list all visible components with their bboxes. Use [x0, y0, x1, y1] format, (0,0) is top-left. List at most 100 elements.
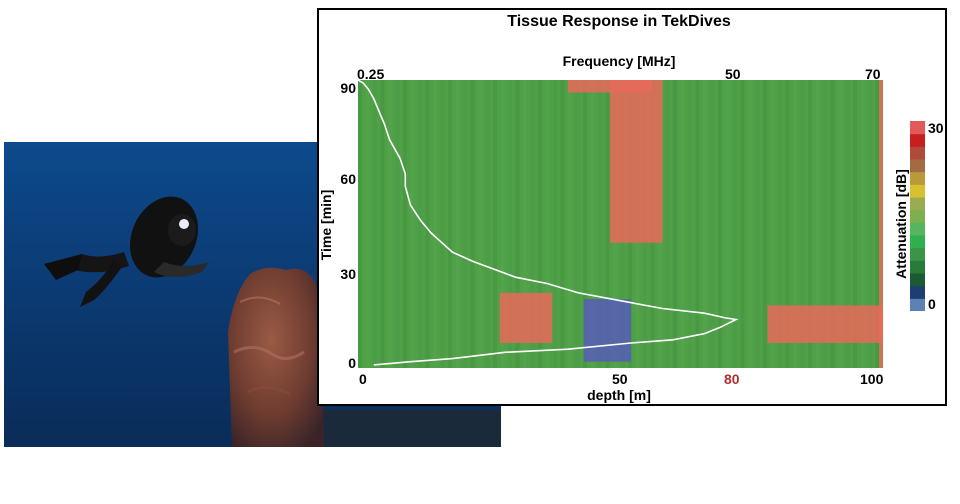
colorbar-segment — [910, 133, 925, 147]
left-tick-label: 90 — [340, 80, 356, 96]
bottom-axis-label: depth [m] — [587, 387, 651, 403]
heatmap-streak — [785, 80, 790, 368]
heatmap-streak — [583, 80, 587, 368]
heatmap-streak — [545, 80, 550, 368]
heatmap-streak — [598, 80, 602, 368]
heatmap-streak — [875, 80, 880, 368]
heatmap-streak — [755, 80, 760, 368]
colorbar-segment — [910, 171, 925, 185]
heatmap-streak — [763, 80, 767, 368]
heatmap-streak — [395, 80, 400, 368]
heatmap-streak — [725, 80, 730, 368]
heatmap-streak — [740, 80, 745, 368]
heatmap-streak — [605, 80, 610, 368]
heatmap-hot-region — [610, 80, 663, 243]
heatmap-streak — [553, 80, 557, 368]
colorbar-segment — [910, 184, 925, 198]
colorbar-segment — [910, 146, 925, 160]
heatmap-streak — [425, 80, 430, 368]
chart-panel: Tissue Response in TekDives Frequency [M… — [317, 8, 947, 406]
heatmap-streak — [493, 80, 497, 368]
heatmap-streak — [748, 80, 752, 368]
heatmap-streak — [575, 80, 580, 368]
heatmap-streak — [733, 80, 737, 368]
bottom-tick-label-highlight: 80 — [724, 371, 740, 387]
heatmap-streak — [800, 80, 805, 368]
colorbar-segment — [910, 260, 925, 274]
heatmap-streak — [860, 80, 865, 368]
heatmap-hot-region — [767, 305, 883, 343]
heatmap-streak — [703, 80, 707, 368]
heatmap-streak — [838, 80, 842, 368]
dive-profile-line — [358, 80, 739, 366]
top-axis-label: Frequency [MHz] — [562, 53, 676, 69]
heatmap-streak — [868, 80, 872, 368]
heatmap-streak — [500, 80, 505, 368]
heatmap-streak — [695, 80, 700, 368]
bottom-tick-label: 50 — [612, 371, 628, 387]
top-tick-label: 70 — [865, 66, 881, 82]
colorbar-segment — [910, 197, 925, 211]
heatmap-streak — [770, 80, 775, 368]
colorbar-tick-label: 0 — [928, 296, 936, 312]
left-tick-label: 60 — [340, 171, 356, 187]
left-tick-label: 0 — [348, 355, 356, 371]
heatmap-streak — [433, 80, 437, 368]
heatmap-streak — [515, 80, 520, 368]
colorbar-segment — [910, 298, 925, 311]
heatmap-streak — [455, 80, 460, 368]
heatmap-streak — [470, 80, 475, 368]
bottom-tick-label: 100 — [860, 371, 884, 387]
heatmap-streak — [830, 80, 835, 368]
heatmap-streak — [410, 80, 415, 368]
heatmap-streak — [463, 80, 467, 368]
heatmap-streak — [590, 80, 595, 368]
colorbar-segment — [910, 285, 925, 299]
colorbar-segment — [910, 273, 925, 287]
heatmap-plot — [358, 80, 883, 368]
top-tick-label: 50 — [725, 66, 741, 82]
heatmap-streak — [845, 80, 850, 368]
heatmap-streak — [418, 80, 422, 368]
heatmap-hot-region — [499, 292, 553, 343]
heatmap-streak — [485, 80, 490, 368]
heatmap-streak — [358, 80, 362, 368]
colorbar — [910, 121, 925, 311]
heatmap-streak — [710, 80, 715, 368]
colorbar-segment — [910, 247, 925, 261]
chart-title: Tissue Response in TekDives — [507, 13, 731, 30]
heatmap-streak — [448, 80, 452, 368]
bottom-tick-label: 0 — [359, 371, 367, 387]
heatmap-streak — [440, 80, 445, 368]
top-tick-label: 0.25 — [357, 66, 385, 82]
heatmap-streak — [568, 80, 572, 368]
heatmap-streak — [403, 80, 407, 368]
left-axis-label: Time [min] — [318, 189, 334, 261]
colorbar-segment — [910, 209, 925, 223]
rock-formation — [228, 267, 501, 447]
heatmap-streak — [853, 80, 857, 368]
heatmap-streak — [508, 80, 512, 368]
colorbar-segment — [910, 159, 925, 173]
colorbar-segment — [910, 235, 925, 249]
colorbar-label: Attenuation [dB] — [893, 169, 909, 279]
heatmap-streak — [793, 80, 797, 368]
colorbar-segment — [910, 121, 925, 135]
heatmap-cold-region — [583, 299, 631, 362]
heatmap-streak — [365, 80, 370, 368]
heatmap-streak — [530, 80, 535, 368]
heatmap-streak — [688, 80, 692, 368]
heatmap-edge-strip — [879, 80, 883, 368]
heatmap-streak — [538, 80, 542, 368]
heatmap-streak — [778, 80, 782, 368]
colorbar-tick-label: 30 — [928, 120, 944, 136]
heatmap-streak — [673, 80, 677, 368]
heatmap-streak — [718, 80, 722, 368]
heatmap-streak — [560, 80, 565, 368]
colorbar-segment — [910, 222, 925, 236]
diver-figure — [44, 196, 209, 307]
heatmap-streak — [388, 80, 392, 368]
heatmap-streak — [380, 80, 385, 368]
left-tick-label: 30 — [340, 266, 356, 282]
heatmap-streak — [808, 80, 812, 368]
